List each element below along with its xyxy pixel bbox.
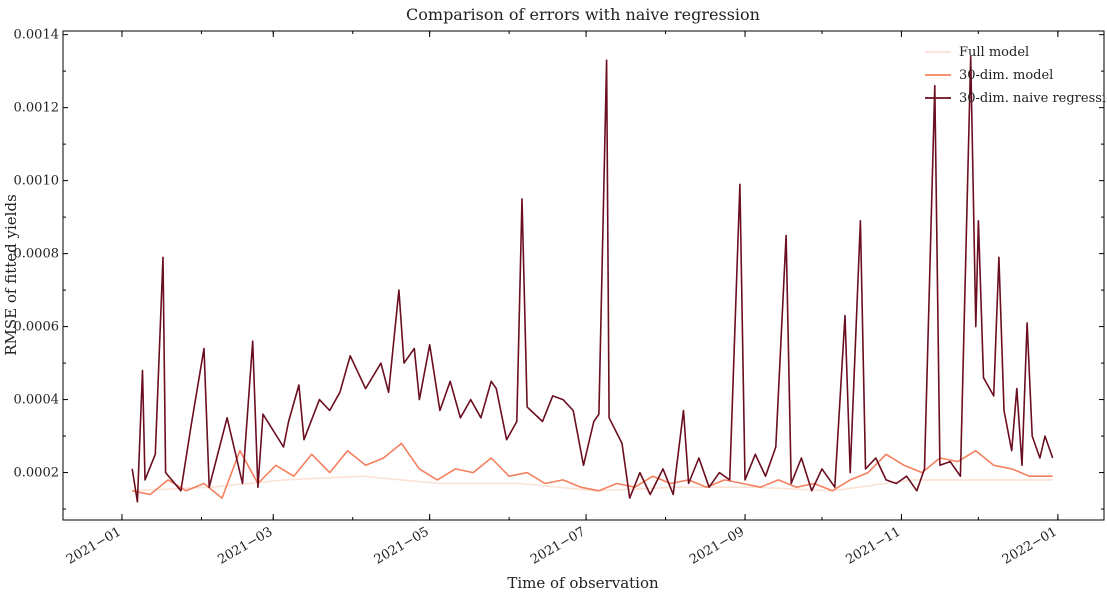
series-line-30-dim-model	[132, 442, 1053, 499]
y-tick-label: 0.0010	[14, 174, 60, 189]
legend: Full model 30-dim. model 30-dim. naive reg…	[925, 45, 1107, 106]
y-tick-label: 0.0006	[14, 320, 60, 335]
x-tick-label: 2021−11	[844, 524, 904, 567]
x-axis-label: Time of observation	[507, 574, 659, 592]
legend-label: 30-dim. naive regression	[959, 91, 1107, 106]
chart-text: Comparison of errors with naive regressi…	[2, 5, 760, 592]
y-tick-label: 0.0012	[14, 101, 60, 116]
x-tick-label: 2022−01	[1000, 524, 1060, 567]
x-tick-label: 2021−07	[528, 524, 588, 567]
x-tick-label: 2021−01	[64, 524, 124, 567]
y-tick-label: 0.0002	[14, 466, 60, 481]
x-tick-label: 2021−05	[372, 524, 432, 567]
plot-frame	[62, 30, 1105, 521]
series-line-30-dim-naive-regression	[131, 55, 1054, 503]
x-tick-label: 2021−03	[215, 524, 275, 567]
y-axis-label: RMSE of fitted yields	[2, 194, 20, 356]
y-tick-label: 0.0008	[14, 247, 60, 262]
series-group	[131, 55, 1054, 503]
y-tick-label: 0.0014	[14, 28, 60, 43]
y-tick-label: 0.0004	[14, 393, 60, 408]
chart-title: Comparison of errors with naive regressi…	[406, 5, 760, 24]
legend-label: Full model	[959, 45, 1029, 60]
legend-label: 30-dim. model	[959, 68, 1053, 83]
x-tick-label: 2021−09	[687, 524, 747, 567]
